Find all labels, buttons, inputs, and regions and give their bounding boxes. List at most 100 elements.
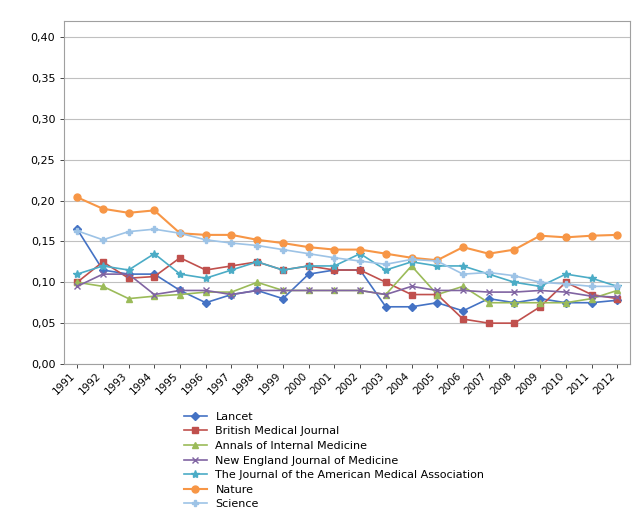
Science	[125, 228, 132, 235]
New England Journal of Medicine	[331, 288, 338, 294]
Annals of Internal Medicine	[459, 283, 467, 290]
Lancet	[459, 308, 467, 314]
Science	[150, 226, 158, 232]
Annals of Internal Medicine	[99, 283, 107, 290]
The Journal of the American Medical Association	[408, 259, 415, 265]
New England Journal of Medicine	[356, 288, 364, 294]
Nature	[176, 230, 184, 237]
The Journal of the American Medical Association	[331, 263, 338, 269]
The Journal of the American Medical Association	[511, 279, 518, 285]
Annals of Internal Medicine	[588, 295, 595, 302]
British Medical Journal	[228, 263, 235, 269]
Line: Nature: Nature	[74, 194, 620, 264]
British Medical Journal	[433, 291, 441, 297]
Science	[408, 256, 415, 263]
Nature	[228, 232, 235, 238]
Lancet	[73, 226, 81, 232]
Science	[562, 281, 570, 287]
Nature	[613, 232, 621, 238]
Science	[73, 228, 81, 234]
Lancet	[125, 271, 132, 277]
British Medical Journal	[305, 263, 312, 269]
Nature	[588, 232, 595, 239]
Science	[459, 271, 467, 277]
New England Journal of Medicine	[99, 271, 107, 277]
Annals of Internal Medicine	[613, 288, 621, 294]
Lancet	[485, 295, 493, 302]
Science	[176, 230, 184, 237]
Line: Lancet: Lancet	[74, 226, 620, 314]
Nature	[99, 205, 107, 212]
British Medical Journal	[382, 279, 390, 285]
New England Journal of Medicine	[459, 288, 467, 294]
Annals of Internal Medicine	[150, 293, 158, 300]
New England Journal of Medicine	[305, 288, 312, 294]
Nature	[511, 246, 518, 253]
The Journal of the American Medical Association	[433, 263, 441, 269]
Nature	[536, 232, 544, 239]
The Journal of the American Medical Association	[562, 271, 570, 277]
Lancet	[305, 271, 312, 277]
Annals of Internal Medicine	[485, 300, 493, 306]
Science	[279, 246, 287, 253]
New England Journal of Medicine	[176, 288, 184, 294]
British Medical Journal	[150, 274, 158, 280]
Nature	[382, 251, 390, 257]
The Journal of the American Medical Association	[125, 267, 132, 273]
Lancet	[562, 300, 570, 306]
New England Journal of Medicine	[536, 288, 544, 294]
British Medical Journal	[485, 320, 493, 326]
British Medical Journal	[588, 291, 595, 297]
The Journal of the American Medical Association	[228, 267, 235, 273]
Lancet	[176, 288, 184, 294]
British Medical Journal	[408, 291, 415, 297]
The Journal of the American Medical Association	[150, 251, 158, 257]
Annals of Internal Medicine	[202, 289, 210, 295]
Nature	[125, 210, 132, 216]
Lancet	[253, 288, 261, 294]
Science	[485, 269, 493, 276]
The Journal of the American Medical Association	[305, 263, 312, 269]
Annals of Internal Medicine	[433, 291, 441, 297]
British Medical Journal	[253, 259, 261, 265]
Nature	[305, 244, 312, 250]
Science	[613, 283, 621, 290]
New England Journal of Medicine	[408, 283, 415, 290]
The Journal of the American Medical Association	[613, 283, 621, 290]
Lancet	[588, 300, 595, 306]
New England Journal of Medicine	[433, 288, 441, 294]
Lancet	[356, 267, 364, 273]
New England Journal of Medicine	[228, 291, 235, 297]
Lancet	[536, 295, 544, 302]
Nature	[562, 234, 570, 240]
New England Journal of Medicine	[562, 289, 570, 295]
Annals of Internal Medicine	[511, 300, 518, 306]
Line: Annals of Internal Medicine: Annals of Internal Medicine	[74, 263, 620, 306]
The Journal of the American Medical Association	[382, 267, 390, 273]
Science	[305, 251, 312, 257]
Lancet	[279, 295, 287, 302]
Annals of Internal Medicine	[176, 291, 184, 297]
New England Journal of Medicine	[382, 291, 390, 297]
The Journal of the American Medical Association	[536, 283, 544, 290]
Annals of Internal Medicine	[356, 288, 364, 294]
Nature	[253, 237, 261, 243]
The Journal of the American Medical Association	[485, 271, 493, 277]
New England Journal of Medicine	[588, 293, 595, 300]
The Journal of the American Medical Association	[459, 263, 467, 269]
Nature	[202, 232, 210, 238]
Nature	[73, 194, 81, 200]
Science	[382, 261, 390, 267]
The Journal of the American Medical Association	[99, 263, 107, 269]
British Medical Journal	[331, 267, 338, 273]
British Medical Journal	[176, 255, 184, 261]
Lancet	[331, 267, 338, 273]
Nature	[150, 207, 158, 214]
British Medical Journal	[459, 316, 467, 322]
New England Journal of Medicine	[253, 288, 261, 294]
Nature	[331, 246, 338, 253]
Line: Science: Science	[74, 226, 620, 290]
Legend: Lancet, British Medical Journal, Annals of Internal Medicine, New England Journa: Lancet, British Medical Journal, Annals …	[185, 412, 484, 509]
Lancet	[433, 300, 441, 306]
Lancet	[511, 300, 518, 306]
